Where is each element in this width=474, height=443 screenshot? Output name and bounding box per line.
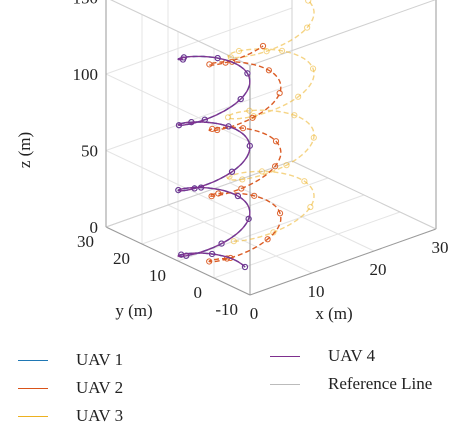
series-marker-uav-4 <box>241 263 249 271</box>
x-tick-label: 10 <box>308 282 325 301</box>
series-marker-uav-2 <box>272 163 279 170</box>
series-marker-uav-4 <box>244 70 251 77</box>
series-marker-uav-3 <box>258 168 266 175</box>
series-marker-uav-4 <box>225 123 232 130</box>
series-marker-uav-4 <box>197 184 205 191</box>
series-marker-uav-2 <box>214 126 221 134</box>
grid-line-floor-y-2 <box>177 194 365 262</box>
y-tick-label: 10 <box>149 266 166 285</box>
series-marker-uav-4 <box>191 185 198 192</box>
y-tick-label: 0 <box>194 283 203 302</box>
series-line-uav-3 <box>227 0 315 242</box>
series-marker-uav-3 <box>227 54 234 61</box>
series-marker-uav-2 <box>251 192 258 199</box>
axis-box-edge-0 <box>249 228 437 296</box>
z-tick-label: 0 <box>90 218 99 237</box>
series-marker-uav-3 <box>310 134 317 141</box>
series-marker-uav-3 <box>304 24 311 31</box>
axis-box-edge-2 <box>291 160 437 230</box>
series-marker-uav-4 <box>175 187 182 194</box>
series-marker-uav-2 <box>276 210 284 217</box>
x-axis-label: x (m) <box>315 304 352 323</box>
series-marker-uav-4 <box>179 56 187 63</box>
series-marker-uav-4 <box>175 122 183 129</box>
series-marker-uav-3 <box>239 176 246 183</box>
series-marker-uav-3 <box>235 47 243 55</box>
series-marker-uav-3 <box>246 107 253 114</box>
series-marker-uav-4 <box>201 116 208 123</box>
series-marker-uav-4 <box>245 215 252 222</box>
series-marker-uav-2 <box>215 190 222 197</box>
series-line-uav-4 <box>177 55 251 268</box>
y-axis-label: y (m) <box>115 301 152 320</box>
y-tick-label: -10 <box>215 300 238 319</box>
y-tick-label: 30 <box>77 232 94 251</box>
z-axis-label: z (m) <box>15 132 34 168</box>
x-tick-label: 30 <box>432 238 449 257</box>
series-marker-uav-4 <box>237 95 244 103</box>
series-marker-uav-2 <box>276 90 283 97</box>
series-marker-uav-2 <box>206 258 213 265</box>
z-tick-label: 50 <box>81 142 98 161</box>
series-marker-uav-3 <box>278 47 286 54</box>
series-marker-uav-3 <box>295 93 302 100</box>
z-tick-label: 150 <box>73 0 99 8</box>
series-marker-uav-2 <box>259 42 267 50</box>
series-marker-uav-3 <box>230 238 237 245</box>
axis-box-edge-1 <box>105 226 251 296</box>
series-marker-uav-3 <box>283 162 290 169</box>
y-tick-label: 20 <box>113 249 130 268</box>
axis-box-edge-9 <box>110 0 251 66</box>
series-marker-uav-4 <box>246 142 253 149</box>
series-marker-uav-2 <box>264 236 271 243</box>
series-marker-uav-4 <box>183 252 190 259</box>
series-marker-uav-2 <box>239 125 247 132</box>
series-marker-uav-2 <box>249 114 256 121</box>
series-marker-uav-2 <box>206 61 213 68</box>
z-tick-label: 100 <box>73 65 99 84</box>
series-marker-uav-4 <box>228 168 236 175</box>
series-marker-uav-2 <box>208 193 215 200</box>
axis-box-edge-8 <box>249 0 437 66</box>
series-marker-uav-2 <box>272 138 280 145</box>
series-marker-uav-3 <box>305 0 312 4</box>
series-marker-uav-3 <box>307 203 314 211</box>
series-marker-uav-4 <box>214 55 221 62</box>
series-marker-uav-4 <box>234 192 242 200</box>
grid-line-floor-y-3 <box>141 177 329 245</box>
series-marker-uav-3 <box>301 178 308 185</box>
series-marker-uav-3 <box>263 48 270 55</box>
series-marker-uav-4 <box>188 119 195 126</box>
series-marker-uav-2 <box>238 185 245 192</box>
series-marker-uav-3 <box>270 229 277 236</box>
series-line-uav-2 <box>208 45 282 263</box>
x-tick-label: 20 <box>370 260 387 279</box>
x-tick-label: 0 <box>250 304 259 323</box>
series-marker-uav-3 <box>291 112 298 119</box>
series-marker-uav-2 <box>265 67 273 74</box>
series-marker-uav-3 <box>309 65 317 72</box>
series-marker-uav-4 <box>208 250 216 258</box>
series-marker-uav-4 <box>218 240 225 247</box>
series-marker-uav-3 <box>224 114 232 121</box>
